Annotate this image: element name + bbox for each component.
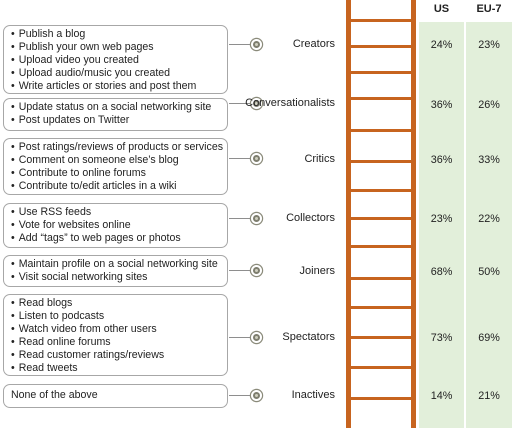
ladder-rung — [346, 19, 416, 22]
activity-item: Upload audio/music you created — [11, 67, 221, 80]
connector-line — [229, 270, 251, 271]
activity-item: Comment on someone else’s blog — [11, 154, 221, 167]
eu7-column-background — [466, 22, 512, 428]
eu7-value-inactives: 21% — [478, 390, 500, 402]
activity-item: Post ratings/reviews of products or serv… — [11, 141, 223, 154]
connector-line — [229, 103, 251, 104]
us-column-header: US — [433, 3, 450, 15]
collectors-activities-box: Use RSS feeds Vote for websites online A… — [3, 203, 228, 248]
spectators-activities-box: Read blogs Listen to podcasts Watch vide… — [3, 294, 228, 376]
us-value-inactives: 14% — [430, 390, 453, 402]
us-value-creators: 24% — [430, 39, 453, 51]
us-value-joiners: 68% — [430, 266, 453, 278]
connector-dot-icon — [251, 390, 262, 401]
segment-label-creators: Creators — [292, 38, 335, 50]
ladder-left-rail — [346, 0, 351, 428]
activity-item: Contribute to/edit articles in a wiki — [11, 180, 221, 193]
activity-item: Maintain profile on a social networking … — [11, 258, 221, 271]
activity-item: Read online forums — [11, 336, 221, 349]
eu7-column-header: EU-7 — [476, 3, 502, 15]
ladder-rung — [346, 189, 416, 192]
connector-line — [229, 337, 251, 338]
eu7-value-creators: 23% — [478, 39, 500, 51]
joiners-activities-box: Maintain profile on a social networking … — [3, 255, 228, 287]
activity-item: Watch video from other users — [11, 323, 221, 336]
ladder-rung — [346, 306, 416, 309]
ladder-rung — [346, 336, 416, 339]
activity-item: Read blogs — [11, 297, 221, 310]
ladder-rung — [346, 245, 416, 248]
conversationalists-activities-box: Update status on a social networking sit… — [3, 98, 228, 131]
activity-item: Use RSS feeds — [11, 206, 221, 219]
us-column-background — [419, 22, 464, 428]
activity-item: Post updates on Twitter — [11, 114, 221, 127]
connector-dot-icon — [251, 213, 262, 224]
segment-label-critics: Critics — [304, 153, 335, 165]
ladder-rung — [346, 129, 416, 132]
activity-item: Listen to podcasts — [11, 310, 221, 323]
activity-item: Contribute to online forums — [11, 167, 221, 180]
ladder-right-rail — [411, 0, 416, 428]
connector-line — [229, 218, 251, 219]
connector-line — [229, 395, 251, 396]
eu7-value-spectators: 69% — [478, 332, 500, 344]
activity-item: Visit social networking sites — [11, 271, 221, 284]
ladder-rung — [346, 71, 416, 74]
segment-label-collectors: Collectors — [286, 212, 335, 224]
activity-item: Update status on a social networking sit… — [11, 101, 221, 114]
activity-item: Read customer ratings/reviews — [11, 349, 221, 362]
eu7-value-collectors: 22% — [478, 213, 500, 225]
us-value-spectators: 73% — [430, 332, 453, 344]
eu7-value-critics: 33% — [478, 154, 500, 166]
connector-line — [229, 158, 251, 159]
segment-label-inactives: Inactives — [291, 389, 335, 401]
ladder-rung — [346, 217, 416, 220]
ladder-rung — [346, 277, 416, 280]
critics-activities-box: Post ratings/reviews of products or serv… — [3, 138, 228, 195]
connector-dot-icon — [251, 98, 262, 109]
ladder-rung — [346, 97, 416, 100]
us-value-critics: 36% — [430, 154, 453, 166]
ladder-rung — [346, 366, 416, 369]
activity-item: Add “tags” to web pages or photos — [11, 232, 221, 245]
us-value-collectors: 23% — [430, 213, 453, 225]
segment-label-spectators: Spectators — [282, 331, 335, 343]
ladder-rung — [346, 160, 416, 163]
activity-item: None of the above — [11, 389, 98, 401]
ladder-rung — [346, 397, 416, 400]
connector-line — [229, 44, 251, 45]
column-divider — [464, 22, 466, 428]
us-value-conversationalists: 36% — [430, 99, 453, 111]
eu7-value-joiners: 50% — [478, 266, 500, 278]
connector-dot-icon — [251, 332, 262, 343]
activity-item: Read tweets — [11, 362, 221, 375]
activity-item: Upload video you created — [11, 54, 221, 67]
connector-dot-icon — [251, 153, 262, 164]
creators-activities-box: Publish a blog Publish your own web page… — [3, 25, 228, 94]
activity-item: Publish your own web pages — [11, 41, 221, 54]
eu7-value-conversationalists: 26% — [478, 99, 500, 111]
connector-dot-icon — [251, 265, 262, 276]
activity-item: Vote for websites online — [11, 219, 221, 232]
activity-item: Publish a blog — [11, 28, 221, 41]
segment-label-joiners: Joiners — [299, 265, 335, 277]
connector-dot-icon — [251, 39, 262, 50]
segment-label-conversationalists: Conversationalists — [245, 97, 335, 109]
inactives-activities-box: None of the above — [3, 384, 228, 408]
ladder-rung — [346, 45, 416, 48]
activity-item: Write articles or stories and post them — [11, 80, 221, 93]
